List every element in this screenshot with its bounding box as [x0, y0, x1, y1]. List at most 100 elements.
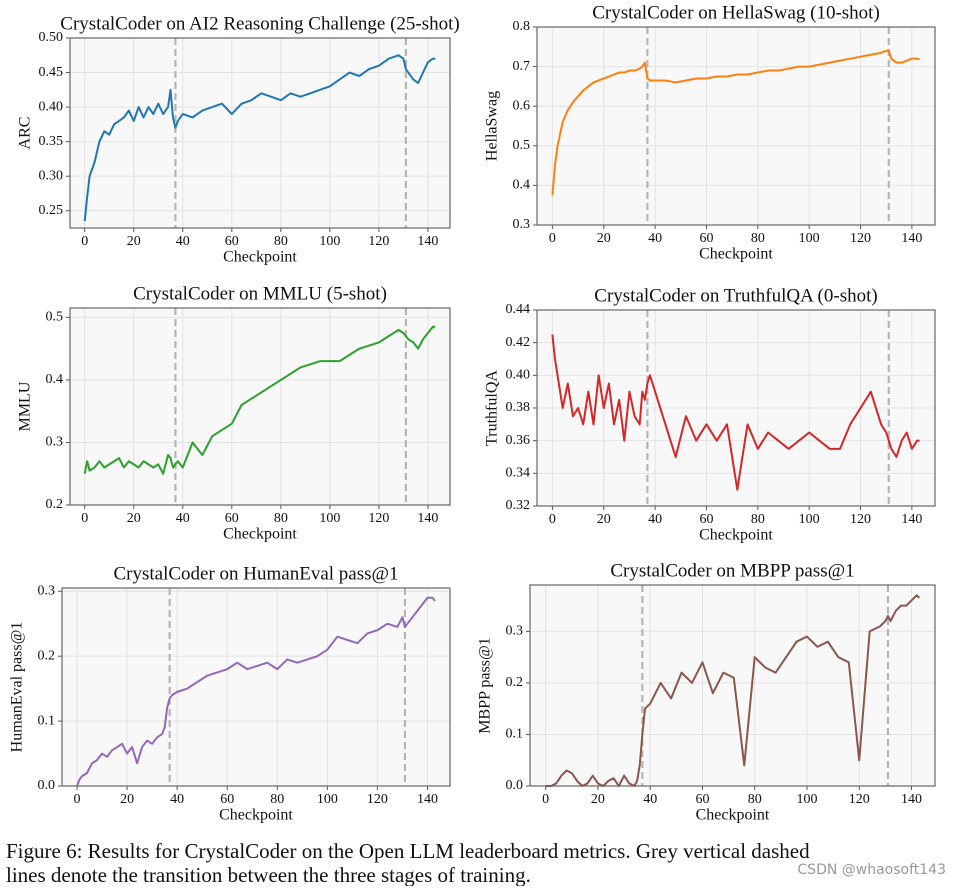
x-tick-label: 120	[368, 234, 389, 249]
plot-area	[537, 27, 935, 225]
y-tick-label: 0.5	[46, 310, 64, 325]
x-tick-label: 120	[368, 511, 389, 526]
x-tick-label: 0	[81, 234, 88, 249]
plot-area	[70, 38, 450, 228]
x-tick-label: 40	[170, 792, 184, 807]
y-tick-label: 0.40	[39, 99, 64, 114]
y-tick-label: 0.3	[38, 583, 56, 598]
x-tick-label: 100	[317, 792, 338, 807]
y-tick-label: 0.7	[513, 59, 531, 74]
x-tick-label: 140	[417, 511, 438, 526]
data-line	[551, 49, 920, 196]
x-tick-label: 20	[127, 234, 141, 249]
y-tick-label: 0.25	[39, 203, 64, 218]
plot-frame	[69, 307, 451, 506]
plot-area	[530, 585, 935, 786]
chart-title: CrystalCoder on AI2 Reasoning Challenge …	[60, 13, 459, 34]
x-tick-label: 140	[417, 234, 438, 249]
x-tick-label: 140	[901, 512, 922, 527]
x-tick-label: 100	[319, 511, 340, 526]
y-axis-label: MBPP pass@1	[477, 637, 494, 733]
y-tick-label: 0.30	[39, 168, 64, 183]
y-tick-label: 0.3	[46, 435, 64, 450]
y-tick-label: 0.2	[38, 648, 56, 663]
x-tick-label: 80	[751, 512, 765, 527]
y-tick-label: 0.34	[506, 466, 531, 481]
x-tick-label: 20	[591, 792, 605, 807]
x-tick-label: 20	[597, 231, 611, 246]
chart-title: CrystalCoder on HumanEval pass@1	[113, 563, 398, 584]
x-tick-label: 100	[799, 512, 820, 527]
x-tick-label: 40	[648, 512, 662, 527]
y-tick-label: 0.1	[506, 727, 524, 742]
y-tick-label: 0.32	[506, 498, 531, 513]
x-tick-label: 120	[849, 792, 870, 807]
x-tick-label: 60	[225, 234, 239, 249]
x-tick-label: 120	[850, 512, 871, 527]
x-tick-label: 80	[274, 511, 288, 526]
x-tick-label: 20	[127, 511, 141, 526]
x-tick-label: 60	[699, 231, 713, 246]
y-tick-label: 0.3	[506, 624, 524, 639]
watermark: CSDN @whaosoft143	[797, 862, 946, 878]
x-tick-label: 40	[176, 511, 190, 526]
x-tick-label: 60	[225, 511, 239, 526]
x-tick-label: 140	[901, 231, 922, 246]
x-tick-label: 20	[120, 792, 134, 807]
y-axis-label: MMLU	[17, 381, 34, 431]
x-tick-label: 60	[695, 792, 709, 807]
x-tick-label: 120	[367, 792, 388, 807]
x-tick-label: 80	[270, 792, 284, 807]
x-axis-label: Checkpoint	[223, 249, 297, 266]
x-axis-label: Checkpoint	[219, 807, 293, 824]
plot-frame	[536, 309, 936, 507]
x-axis-label: Checkpoint	[699, 527, 773, 544]
y-axis-label: HumanEval pass@1	[9, 622, 26, 753]
x-tick-label: 40	[643, 792, 657, 807]
caption-line: Figure 6: Results for CrystalCoder on th…	[6, 839, 810, 863]
x-tick-label: 0	[542, 792, 549, 807]
x-tick-label: 80	[274, 234, 288, 249]
y-tick-label: 0.8	[513, 19, 531, 34]
y-tick-label: 0.40	[506, 368, 531, 383]
data-line	[83, 54, 436, 222]
x-tick-label: 100	[319, 234, 340, 249]
x-tick-label: 120	[850, 231, 871, 246]
x-tick-label: 80	[751, 231, 765, 246]
y-tick-label: 0.44	[506, 302, 531, 317]
x-tick-label: 140	[417, 792, 438, 807]
y-tick-label: 0.2	[506, 675, 524, 690]
y-tick-label: 0.36	[506, 433, 531, 448]
y-tick-label: 0.6	[513, 98, 531, 113]
plot-area	[70, 308, 450, 505]
y-tick-label: 0.4	[46, 372, 64, 387]
chart-title: CrystalCoder on MBPP pass@1	[610, 560, 854, 581]
x-tick-label: 100	[796, 792, 817, 807]
y-tick-label: 0.50	[39, 30, 64, 45]
plot-area	[62, 588, 450, 786]
y-tick-label: 0.45	[39, 65, 64, 80]
x-tick-label: 0	[549, 231, 556, 246]
plot-frame	[536, 26, 936, 226]
plot-frame	[529, 584, 936, 787]
y-axis-label: TruthfulQA	[484, 370, 501, 446]
y-tick-label: 0.38	[506, 400, 531, 415]
x-tick-label: 60	[699, 512, 713, 527]
chart-title: CrystalCoder on TruthfulQA (0-shot)	[594, 285, 877, 306]
x-tick-label: 80	[748, 792, 762, 807]
plot-frame	[61, 587, 451, 787]
x-axis-label: Checkpoint	[696, 807, 770, 824]
y-axis-label: ARC	[17, 117, 34, 150]
y-axis-label: HellaSwag	[484, 91, 501, 161]
x-axis-label: Checkpoint	[223, 526, 297, 543]
data-line	[545, 594, 921, 787]
y-tick-label: 0.42	[506, 335, 531, 350]
chart-title: CrystalCoder on MMLU (5-shot)	[133, 283, 387, 304]
y-tick-label: 0.35	[39, 134, 64, 149]
x-tick-label: 140	[901, 792, 922, 807]
x-tick-label: 60	[220, 792, 234, 807]
x-tick-label: 40	[176, 234, 190, 249]
x-tick-label: 20	[597, 512, 611, 527]
